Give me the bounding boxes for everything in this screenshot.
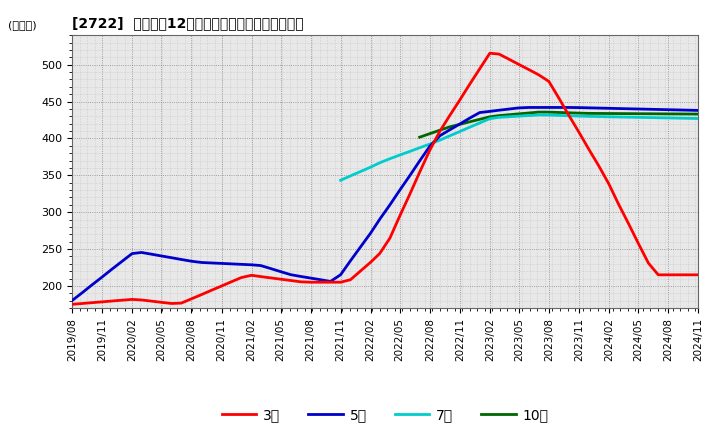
- Line: 3年: 3年: [72, 53, 698, 304]
- Text: [2722]  経常利益12か月移動合計の標準偏差の推移: [2722] 経常利益12か月移動合計の標準偏差の推移: [72, 16, 304, 30]
- Y-axis label: (百万円): (百万円): [8, 20, 36, 30]
- Legend: 3年, 5年, 7年, 10年: 3年, 5年, 7年, 10年: [216, 402, 554, 427]
- Line: 10年: 10年: [420, 112, 698, 137]
- Line: 7年: 7年: [341, 115, 698, 180]
- Line: 5年: 5年: [72, 107, 698, 301]
